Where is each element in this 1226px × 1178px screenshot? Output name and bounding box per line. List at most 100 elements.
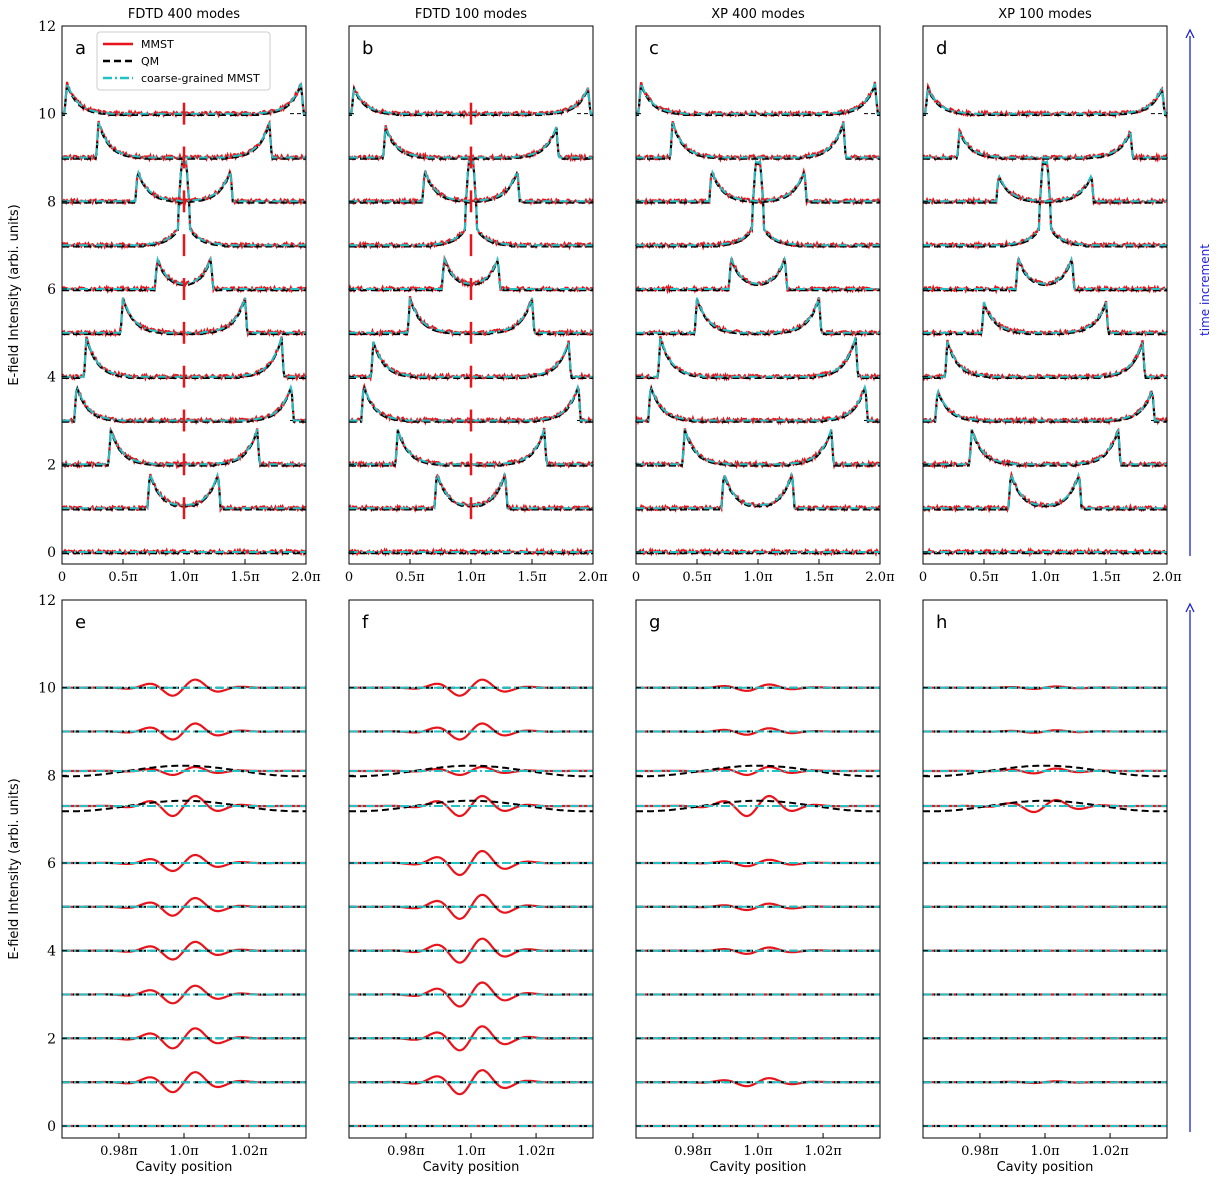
legend-label: MMST <box>141 38 174 51</box>
y-tick-label: 2 <box>47 457 56 473</box>
panel-d: 0 0.5π 1.0π 1.5π 2.0π d XP 100 modes <box>919 7 1182 585</box>
time-arrows: time increment <box>1185 28 1212 1132</box>
series-mmst <box>635 167 881 207</box>
panel-f-frame <box>348 599 594 1139</box>
series-qm <box>923 342 1167 379</box>
x-tick-label: 1.02π <box>804 1144 842 1159</box>
series-cg-mmst <box>923 301 1167 334</box>
y-tick-label: 12 <box>38 19 56 35</box>
panel-letter: e <box>75 612 86 633</box>
x-tick-label: 2.0π <box>1152 570 1182 585</box>
panel-g: 0.98π 1.0π 1.02π g Cavity position <box>635 599 881 1175</box>
series-qm <box>636 385 880 423</box>
series-cg-mmst <box>636 297 880 334</box>
x-tick-label: 0 <box>345 570 353 585</box>
series-cg-mmst <box>349 471 593 510</box>
panel-letter: h <box>936 612 947 633</box>
panel-c-series <box>634 81 881 557</box>
x-tick-label: 1.0π <box>456 570 486 585</box>
series-cg-mmst <box>62 336 306 378</box>
series-mmst <box>635 81 881 118</box>
panel-title: XP 400 modes <box>711 7 805 22</box>
x-tick-label: 0.98π <box>961 1144 999 1159</box>
x-tick-label: 1.5π <box>1091 570 1121 585</box>
x-tick-label: 1.0π <box>743 1144 773 1159</box>
y-tick-label: 2 <box>47 1031 56 1047</box>
series-cg-mmst <box>349 383 593 422</box>
panel-h: 0.98π 1.0π 1.02π h Cavity position <box>922 599 1168 1175</box>
panel-b: 0 0.5π 1.0π 1.5π 2.0π b FDTD 100 modes <box>345 7 608 585</box>
panel-e: 0 2 4 6 8 10 12 0.98π 1.0π 1.02π e E-field Intensit… <box>7 593 307 1175</box>
series-cg-mmst <box>636 122 880 159</box>
series-qm <box>923 85 1167 116</box>
x-tick-label: 1.0π <box>1030 1144 1060 1159</box>
x-tick-label: 0 <box>632 570 640 585</box>
panel-d-frame <box>922 25 1168 565</box>
panel-g-frame <box>635 599 881 1139</box>
series-mmst <box>635 428 881 470</box>
series-mmst <box>922 546 1168 558</box>
series-qm <box>636 338 880 379</box>
x-tick-label: 1.02π <box>230 1144 268 1159</box>
series-qm <box>61 799 307 813</box>
series-qm <box>62 84 306 116</box>
series-cg-mmst <box>923 84 1167 115</box>
series-cg-mmst <box>923 173 1167 203</box>
series-qm <box>923 161 1167 248</box>
series-qm <box>636 161 880 248</box>
panel-letter: d <box>936 38 947 59</box>
series-cg-mmst <box>62 83 306 115</box>
panel-letter: f <box>362 612 369 633</box>
series-qm <box>636 472 880 511</box>
series-mmst <box>635 335 881 382</box>
panel-letter: a <box>75 38 86 59</box>
x-axis-label: Cavity position <box>423 1160 520 1175</box>
series-cg-mmst <box>923 255 1167 290</box>
y-axis-label: E-field Intensity (arbi. units) <box>7 778 22 959</box>
series-cg-mmst <box>62 383 306 422</box>
x-tick-label: 0 <box>58 570 66 585</box>
x-tick-label: 1.0π <box>169 570 199 585</box>
x-tick-label: 1.0π <box>456 1144 486 1159</box>
panel-c-frame <box>635 25 881 565</box>
series-cg-mmst <box>636 428 880 466</box>
series-mmst <box>921 339 1169 382</box>
series-cg-mmst <box>923 159 1167 247</box>
series-qm <box>62 170 306 204</box>
legend-label: QM <box>141 55 159 68</box>
series-qm <box>636 430 880 467</box>
series-qm <box>636 298 880 336</box>
series-qm <box>923 175 1167 204</box>
series-cg-mmst <box>636 255 880 290</box>
x-tick-label: 1.02π <box>1091 1144 1129 1159</box>
panel-letter: c <box>649 38 659 59</box>
x-axis-label: Cavity position <box>136 1160 233 1175</box>
panel-letter: g <box>649 612 660 633</box>
x-axis-label: Cavity position <box>997 1160 1094 1175</box>
y-tick-label: 6 <box>47 856 56 872</box>
x-tick-label: 2.0π <box>291 570 321 585</box>
series-qm <box>62 764 306 778</box>
panel-a-series <box>61 81 307 557</box>
time-arrow-head <box>1185 602 1195 613</box>
series-qm <box>923 256 1167 292</box>
series-cg-mmst <box>923 471 1167 510</box>
series-cg-mmst <box>636 169 880 203</box>
panel-title: XP 100 modes <box>998 7 1092 22</box>
panel-title: FDTD 100 modes <box>415 7 527 22</box>
x-tick-label: 0.98π <box>387 1144 425 1159</box>
x-tick-label: 1.5π <box>517 570 547 585</box>
x-tick-label: 1.5π <box>804 570 834 585</box>
y-tick-label: 8 <box>47 768 56 784</box>
series-qm <box>635 799 881 813</box>
series-mmst <box>921 300 1168 338</box>
x-tick-label: 2.0π <box>578 570 608 585</box>
x-tick-label: 2.0π <box>865 570 895 585</box>
x-axis-label: Cavity position <box>710 1160 807 1175</box>
y-tick-label: 10 <box>38 681 56 697</box>
series-cg-mmst <box>636 471 880 510</box>
series-qm <box>349 127 593 160</box>
y-tick-label: 6 <box>47 282 56 298</box>
